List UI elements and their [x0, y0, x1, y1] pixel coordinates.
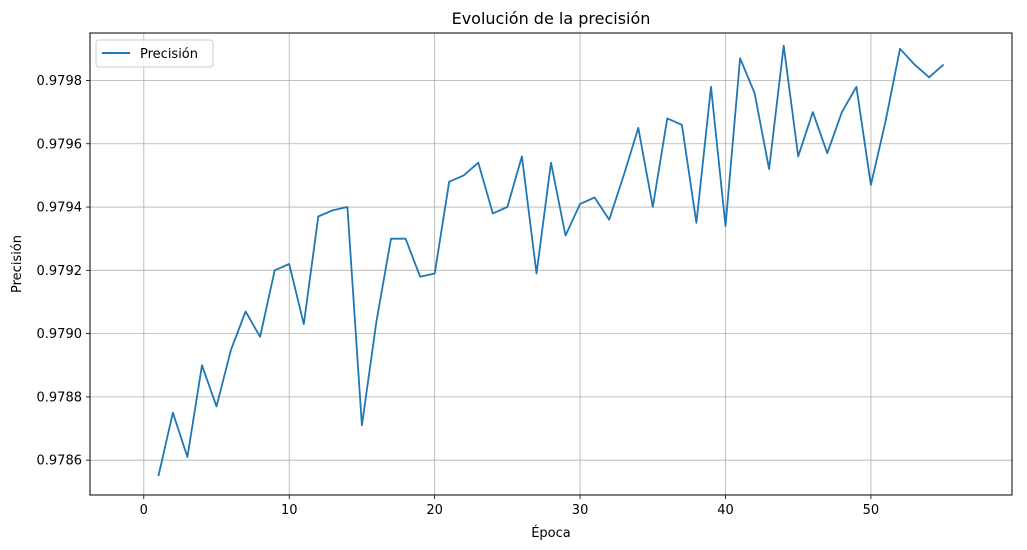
y-tick-label: 0.9794 — [37, 201, 83, 216]
y-tick-label: 0.9798 — [37, 74, 83, 89]
x-tick-label: 30 — [572, 503, 589, 518]
plot-frame — [89, 32, 1013, 496]
grid — [90, 33, 1012, 495]
x-axis-title: Época — [531, 525, 571, 541]
x-tick-label: 50 — [863, 503, 880, 518]
axis-ticks: 0 10 20 30 40 50 0.9786 0.9788 0.9790 0.9792 0.979… — [37, 74, 880, 518]
chart-title: Evolución de la precisión — [452, 9, 651, 28]
x-tick-label: 20 — [426, 503, 443, 518]
y-tick-label: 0.9786 — [37, 454, 83, 469]
series-layer — [157, 44, 945, 477]
y-tick-label: 0.9796 — [37, 137, 83, 152]
y-axis-title: Precisión — [10, 235, 25, 293]
x-tick-label: 0 — [140, 503, 148, 518]
legend-box — [95, 39, 214, 68]
x-tick-label: 40 — [717, 503, 734, 518]
y-tick-label: 0.9792 — [37, 264, 83, 279]
legend-label: Precisión — [140, 47, 198, 62]
legend: Precisión — [95, 39, 214, 68]
series-line — [157, 44, 945, 477]
x-tick-label: 10 — [281, 503, 298, 518]
y-tick-label: 0.9790 — [37, 327, 83, 342]
y-tick-label: 0.9788 — [37, 390, 83, 405]
